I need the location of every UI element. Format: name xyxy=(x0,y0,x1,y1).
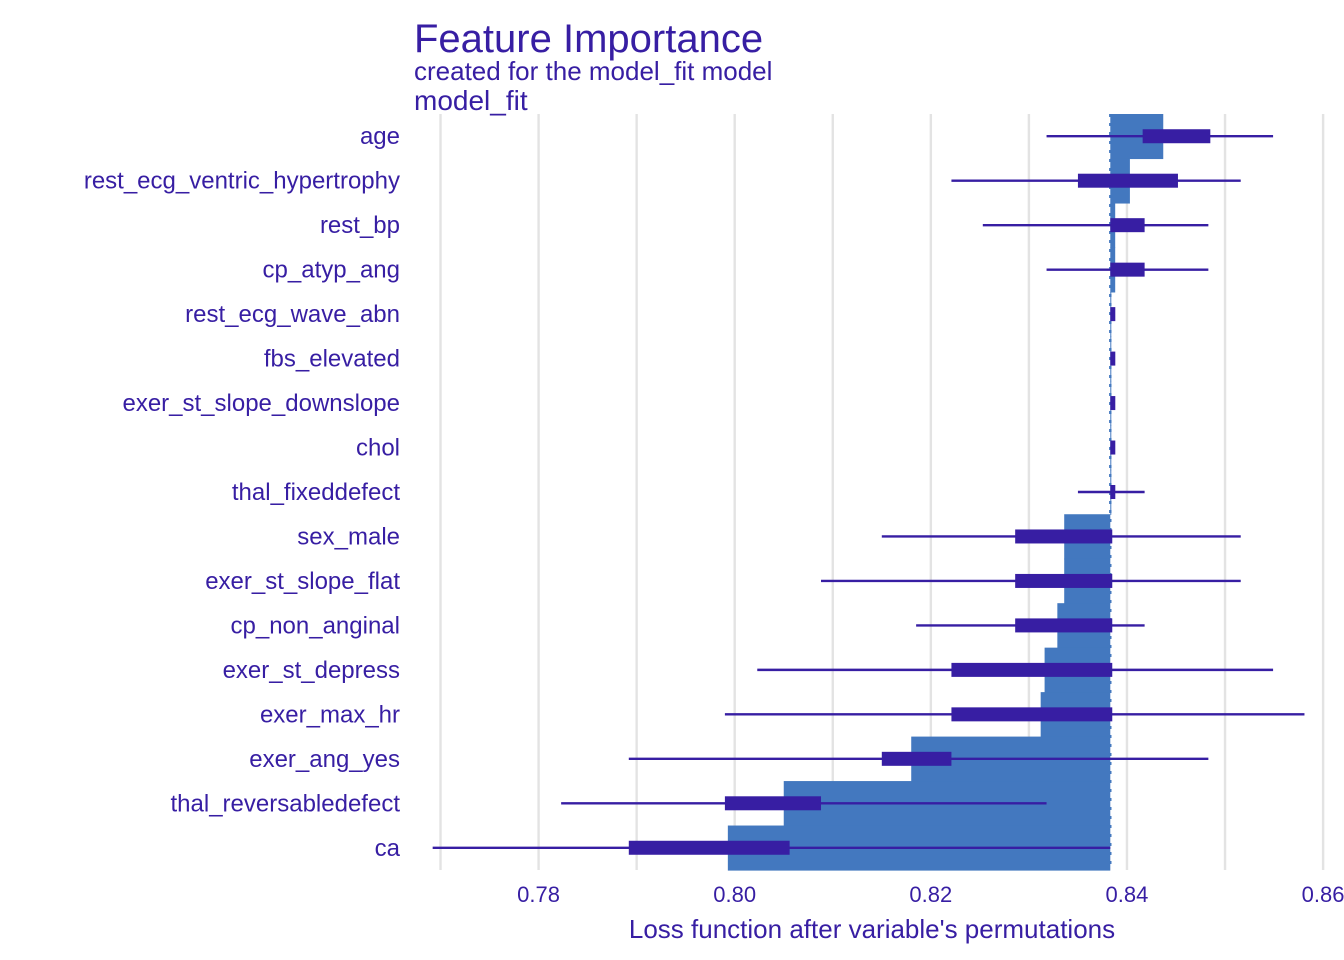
box-cp_atyp_ang xyxy=(1110,262,1145,277)
box-exer_max_hr xyxy=(951,707,1113,722)
y-label-rest_ecg_wave_abn: rest_ecg_wave_abn xyxy=(185,301,400,328)
y-axis-labels: age rest_ecg_ventric_hypertrophy rest_bpcp… xyxy=(84,123,401,862)
y-label-exer_st_slope_flat: exer_st_slope_flat xyxy=(205,568,400,595)
y-label-age: age xyxy=(360,123,400,150)
box-age xyxy=(1142,129,1211,144)
y-label-cp_non_anginal: cp_non_anginal xyxy=(231,612,401,639)
panel-label: model_fit xyxy=(414,85,528,116)
box-exer_st_depress xyxy=(951,662,1113,677)
y-label-sex_male: sex_male xyxy=(297,523,400,550)
y-label-exer_ang_yes: exer_ang_yes xyxy=(249,746,400,773)
gridlines xyxy=(439,114,1325,870)
box-thal_reversabledefect xyxy=(724,796,822,811)
box-ca xyxy=(628,840,790,855)
box-rest_ecg_ventric_hypertrophy xyxy=(1077,173,1178,188)
x-tick-label: 0.84 xyxy=(1106,882,1149,907)
y-label-exer_st_depress: exer_st_depress xyxy=(223,657,400,684)
y-label-fbs_elevated: fbs_elevated xyxy=(264,346,400,373)
x-tick-label: 0.80 xyxy=(713,882,756,907)
box-exer_st_slope_flat xyxy=(1015,573,1113,588)
box-rest_bp xyxy=(1110,218,1145,233)
chart-subtitle: created for the model_fit model xyxy=(414,56,772,86)
boxplots xyxy=(432,129,1305,855)
box-exer_st_slope_downslope xyxy=(1110,396,1116,411)
y-label-thal_fixeddefect: thal_fixeddefect xyxy=(232,479,400,506)
box-chol xyxy=(1110,440,1116,455)
y-label-chol: chol xyxy=(356,435,400,462)
box-sex_male xyxy=(1015,529,1113,544)
chart-title: Feature Importance xyxy=(414,17,763,61)
box-rest_ecg_wave_abn xyxy=(1110,307,1116,322)
y-label-rest_ecg_ventric_hypertrophy: rest_ecg_ventric_hypertrophy xyxy=(84,168,400,195)
x-tick-label: 0.82 xyxy=(909,882,952,907)
y-label-thal_reversabledefect: thal_reversabledefect xyxy=(171,790,401,817)
box-thal_fixeddefect xyxy=(1110,485,1116,499)
box-exer_ang_yes xyxy=(881,751,952,766)
y-label-exer_st_slope_downslope: exer_st_slope_downslope xyxy=(122,390,400,417)
x-tick-label: 0.78 xyxy=(517,882,560,907)
y-label-exer_max_hr: exer_max_hr xyxy=(260,701,400,728)
y-label-ca: ca xyxy=(375,835,401,862)
x-tick-label: 0.86 xyxy=(1302,882,1344,907)
y-label-rest_bp: rest_bp xyxy=(320,212,400,239)
x-axis-label: Loss function after variable's permutati… xyxy=(629,914,1115,944)
box-fbs_elevated xyxy=(1110,351,1116,366)
box-cp_non_anginal xyxy=(1015,618,1113,633)
x-axis-ticks: 0.78 0.80 0.82 0.84 0.86 xyxy=(517,882,1344,907)
y-label-cp_atyp_ang: cp_atyp_ang xyxy=(263,257,400,284)
